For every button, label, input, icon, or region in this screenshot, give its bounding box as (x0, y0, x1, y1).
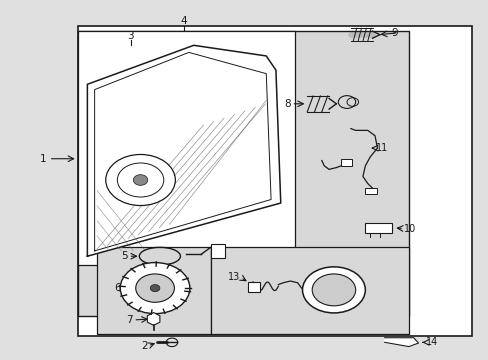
Bar (365, 188, 377, 194)
Text: 4: 4 (181, 16, 187, 26)
Text: 9: 9 (391, 28, 397, 38)
Circle shape (136, 274, 174, 302)
Text: 12: 12 (343, 296, 355, 306)
Bar (210, 247, 408, 334)
Polygon shape (147, 312, 160, 325)
Text: 7: 7 (125, 315, 132, 325)
Text: 5: 5 (121, 251, 127, 261)
Circle shape (302, 267, 365, 313)
Text: 1: 1 (40, 154, 46, 164)
Bar (341, 159, 351, 166)
Text: 11: 11 (375, 143, 387, 153)
Circle shape (150, 284, 160, 292)
Bar (78, 26, 471, 336)
Text: 6: 6 (114, 283, 121, 293)
Polygon shape (87, 45, 280, 256)
Text: 13: 13 (228, 273, 240, 283)
Bar (97, 247, 210, 334)
Text: 2: 2 (141, 341, 147, 351)
Circle shape (120, 262, 189, 314)
Circle shape (133, 175, 147, 185)
Bar (210, 244, 224, 258)
Bar (78, 31, 295, 265)
Bar (365, 222, 391, 233)
Text: 3: 3 (127, 31, 134, 41)
Circle shape (311, 274, 355, 306)
Bar (248, 282, 260, 292)
Text: 8: 8 (283, 99, 290, 109)
Bar (78, 31, 408, 316)
Polygon shape (384, 338, 418, 347)
Text: 10: 10 (403, 224, 415, 234)
Circle shape (105, 154, 175, 206)
Text: 14: 14 (425, 337, 437, 347)
